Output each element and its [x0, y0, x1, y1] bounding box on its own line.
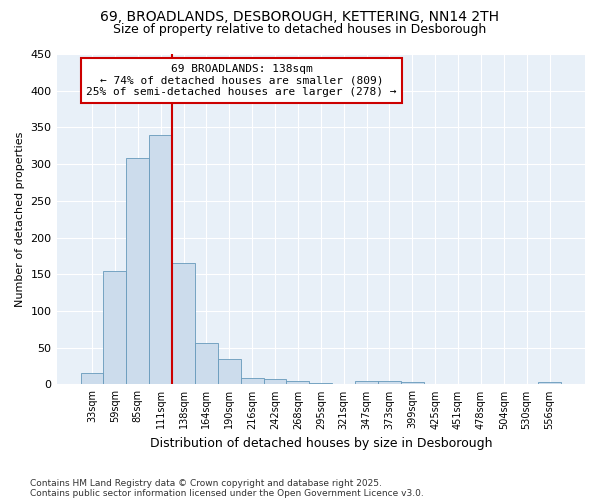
Bar — [310, 383, 332, 384]
Text: 69 BROADLANDS: 138sqm
← 74% of detached houses are smaller (809)
25% of semi-det: 69 BROADLANDS: 138sqm ← 74% of detached … — [86, 64, 397, 97]
Text: Contains HM Land Registry data © Crown copyright and database right 2025.: Contains HM Land Registry data © Crown c… — [30, 478, 382, 488]
Y-axis label: Number of detached properties: Number of detached properties — [15, 132, 25, 307]
Text: Contains public sector information licensed under the Open Government Licence v3: Contains public sector information licen… — [30, 488, 424, 498]
Bar — [195, 342, 218, 384]
Bar — [103, 270, 127, 384]
Bar — [127, 158, 149, 384]
Bar — [378, 382, 401, 384]
Bar — [80, 374, 103, 384]
Bar — [401, 382, 424, 384]
Text: 69, BROADLANDS, DESBOROUGH, KETTERING, NN14 2TH: 69, BROADLANDS, DESBOROUGH, KETTERING, N… — [101, 10, 499, 24]
Bar — [218, 360, 241, 384]
Text: Size of property relative to detached houses in Desborough: Size of property relative to detached ho… — [113, 22, 487, 36]
Bar — [286, 381, 310, 384]
Bar — [172, 264, 195, 384]
Bar — [241, 378, 263, 384]
Bar — [355, 382, 378, 384]
Bar — [263, 380, 286, 384]
X-axis label: Distribution of detached houses by size in Desborough: Distribution of detached houses by size … — [149, 437, 492, 450]
Bar — [538, 382, 561, 384]
Bar — [149, 135, 172, 384]
